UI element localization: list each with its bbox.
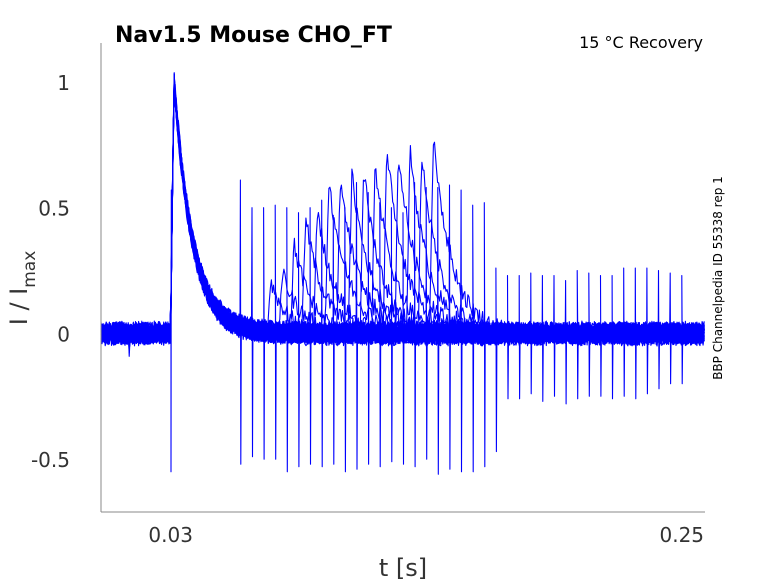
y-tick-label: -0.5 bbox=[31, 448, 70, 472]
x-tick-label: 0.03 bbox=[148, 523, 193, 547]
chart-subtitle: 15 °C Recovery bbox=[579, 33, 703, 52]
y-tick-label: 1 bbox=[57, 71, 70, 95]
y-axis-label-sub: max bbox=[20, 251, 40, 288]
y-tick-label: 0.5 bbox=[38, 197, 70, 221]
x-tick-label: 0.25 bbox=[660, 523, 705, 547]
source-label: BBP Channelpedia ID 55338 rep 1 bbox=[711, 176, 725, 380]
svg-text:I / Imax: I / Imax bbox=[5, 251, 40, 326]
chart-title: Nav1.5 Mouse CHO_FT bbox=[115, 23, 392, 48]
y-axis-label-main: I / I bbox=[5, 288, 33, 326]
y-axis-label: I / Imax bbox=[5, 251, 40, 326]
traces bbox=[100, 72, 705, 475]
sweep-trace bbox=[100, 81, 705, 465]
y-tick-label: 0 bbox=[57, 322, 70, 346]
sweep-trace bbox=[100, 88, 705, 385]
ticks: 1 0.5 0 -0.5 0.03 0.25 bbox=[31, 71, 704, 547]
x-axis-label: t [s] bbox=[379, 554, 427, 582]
